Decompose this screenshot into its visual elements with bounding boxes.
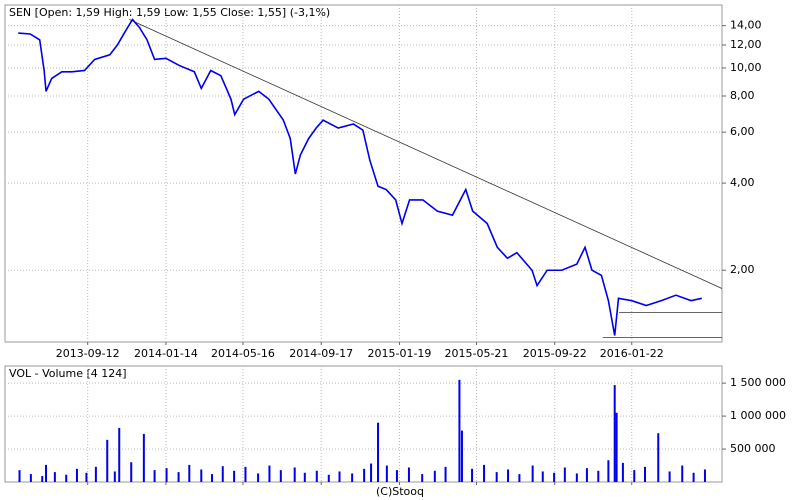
x-tick-label: 2014-05-16 (211, 347, 275, 360)
x-tick-label: 2014-01-14 (134, 347, 198, 360)
volume-bar (483, 464, 486, 482)
volume-bar (681, 465, 684, 482)
volume-bar (460, 430, 463, 482)
x-tick-label: 2015-05-21 (445, 347, 509, 360)
volume-bar (293, 467, 296, 482)
x-tick-label: 2016-01-22 (600, 347, 664, 360)
y-tick-label: 8,00 (730, 89, 755, 102)
trend-line (129, 19, 723, 289)
volume-bar (395, 470, 398, 482)
y-tick-label: 10,00 (730, 61, 762, 74)
x-tick-label: 2014-09-17 (289, 347, 353, 360)
volume-bar (113, 471, 116, 482)
volume-bar (177, 472, 180, 482)
volume-bar (518, 474, 521, 482)
volume-bar (421, 474, 424, 482)
volume-bar (575, 473, 578, 482)
price-panel (4, 4, 723, 343)
chart-title: SEN [Open: 1,59 High: 1,59 Low: 1,55 Clo… (9, 6, 330, 19)
volume-panel (4, 365, 723, 483)
volume-bar (553, 472, 556, 482)
volume-bar (41, 476, 44, 482)
volume-bar (407, 467, 410, 482)
volume-bar (188, 464, 191, 482)
volume-bar (615, 412, 618, 482)
volume-bar (200, 469, 203, 482)
volume-bar (607, 460, 610, 482)
x-tick-label: 2015-01-19 (368, 347, 432, 360)
y-tick-label: 12,00 (730, 38, 762, 51)
volume-bar (130, 462, 133, 482)
volume-bar (279, 470, 282, 482)
volume-bar (668, 471, 671, 482)
price-line (18, 18, 702, 336)
volume-bar (257, 473, 260, 482)
volume-bar (692, 472, 695, 482)
volume-bar (541, 471, 544, 482)
volume-bar (338, 471, 341, 482)
volume-bar (211, 474, 214, 482)
y-tick-label: 1 500 000 (730, 376, 786, 389)
footer: (C)Stooq (376, 485, 424, 498)
volume-bar (18, 470, 21, 482)
volume-bar (657, 433, 660, 482)
volume-bar (458, 379, 461, 482)
volume-bar (153, 470, 156, 482)
volume-bar (377, 422, 380, 482)
volume-bar (643, 466, 646, 482)
volume-bar (221, 466, 224, 482)
volume-bar (85, 472, 88, 482)
volume-bar (142, 433, 145, 482)
volume-bar (621, 462, 624, 482)
y-tick-label: 6,00 (730, 125, 755, 138)
volume-bar (351, 473, 354, 482)
volume-bar (613, 385, 616, 482)
volume-bar (268, 465, 271, 482)
volume-bar (327, 474, 330, 482)
y-tick-label: 500 000 (730, 442, 776, 455)
volume-bar (106, 439, 109, 482)
volume-bar (53, 472, 56, 482)
volume-bar (370, 463, 373, 482)
y-tick-label: 2,00 (730, 263, 755, 276)
volume-bar (563, 467, 566, 482)
volume-bar (597, 470, 600, 482)
volume-bar (444, 466, 447, 482)
volume-bar (165, 468, 168, 482)
x-tick-label: 2015-09-22 (523, 347, 587, 360)
volume-bar (94, 466, 97, 482)
volume-bar (433, 470, 436, 482)
volume-bar (315, 470, 318, 482)
y-tick-label: 4,00 (730, 176, 755, 189)
volume-bar (633, 470, 636, 482)
volume-bar (495, 472, 498, 482)
volume-bar (118, 427, 121, 482)
volume-bar (703, 469, 706, 482)
volume-bar (531, 465, 534, 482)
y-tick-label: 14,00 (730, 19, 762, 32)
volume-bar (507, 469, 510, 482)
volume-bar (65, 474, 68, 482)
volume-bar (75, 468, 78, 482)
volume-bar (303, 472, 306, 482)
volume-bar (29, 474, 32, 482)
volume-bar (385, 465, 388, 482)
volume-bar (585, 468, 588, 482)
volume-bar (233, 470, 236, 482)
volume-title: VOL - Volume [4 124] (9, 367, 127, 380)
y-tick-label: 1 000 000 (730, 409, 786, 422)
volume-bar (471, 468, 474, 482)
volume-bar (363, 468, 366, 482)
volume-bar (244, 466, 247, 482)
x-tick-label: 2013-09-12 (56, 347, 120, 360)
volume-bar (45, 464, 48, 482)
